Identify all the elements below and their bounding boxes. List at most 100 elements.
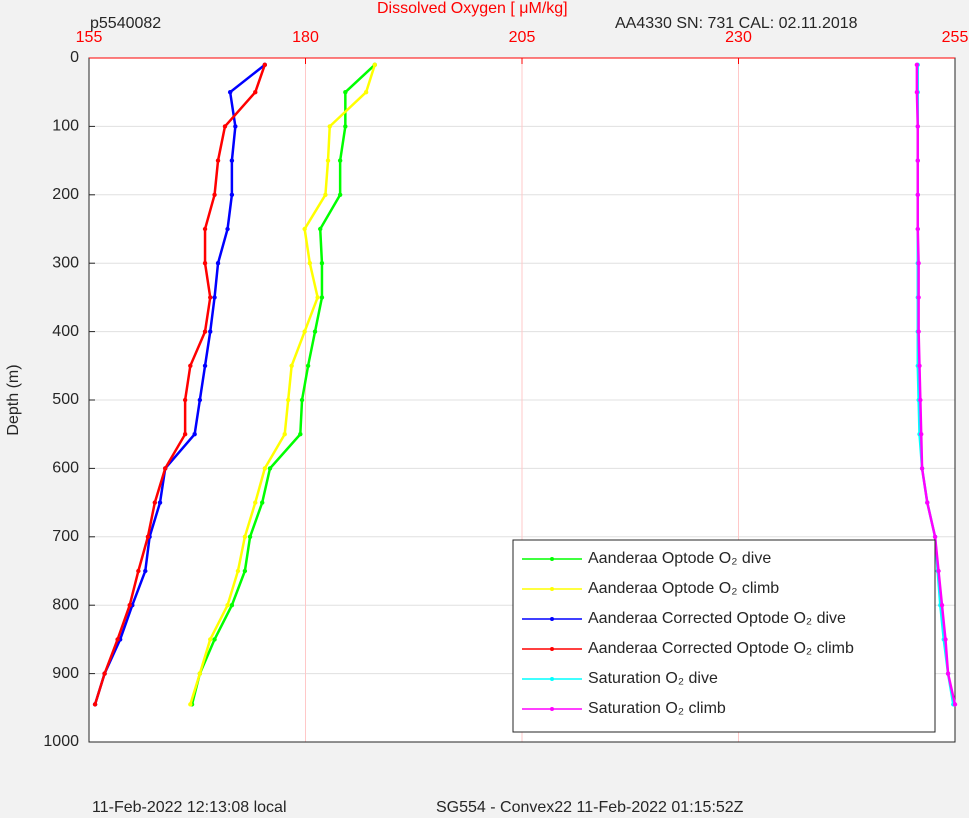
data-point [262, 62, 267, 68]
data-point [127, 603, 132, 608]
data-point [215, 261, 221, 266]
data-point [945, 671, 951, 676]
data-point [919, 466, 925, 471]
data-point [188, 363, 193, 368]
data-point [247, 534, 253, 539]
data-point [229, 192, 235, 197]
legend-box [512, 539, 936, 733]
data-point [143, 568, 148, 574]
data-point [225, 603, 230, 608]
data-point [315, 295, 320, 300]
data-point [327, 124, 332, 129]
y-tick-label: 700 [52, 528, 79, 545]
x-tick-label: 255 [942, 29, 969, 46]
legend-label: Aanderaa Optode O₂ dive [588, 550, 771, 567]
data-point [302, 329, 307, 334]
data-point [343, 90, 348, 95]
y-tick-label: 500 [52, 391, 79, 408]
data-point [299, 397, 305, 403]
x-tick-label: 205 [509, 29, 536, 46]
data-point [916, 329, 921, 334]
data-point [267, 466, 273, 471]
data-point [372, 62, 377, 68]
data-point [915, 124, 920, 129]
legend-marker [550, 677, 554, 681]
data-point [233, 124, 238, 129]
data-point [182, 432, 188, 437]
data-point [102, 671, 107, 676]
data-point [319, 261, 325, 266]
profile-line [93, 64, 266, 705]
data-point [915, 158, 920, 163]
data-point [242, 534, 248, 539]
data-point [212, 637, 217, 642]
y-tick-label: 800 [52, 596, 79, 613]
data-point [215, 158, 221, 163]
legend-marker [550, 707, 554, 711]
y-tick-label: 600 [52, 460, 79, 477]
data-point [225, 226, 230, 232]
data-point [182, 397, 188, 403]
data-point [92, 702, 98, 707]
data-point [242, 568, 248, 574]
data-point [202, 226, 208, 232]
data-point [337, 192, 343, 197]
profile-line [915, 64, 957, 705]
data-point [939, 603, 945, 608]
x-tick-label: 230 [725, 29, 752, 46]
data-point [188, 702, 193, 707]
legend-label: Aanderaa Corrected Optode O₂ dive [588, 610, 846, 627]
profile-line [93, 63, 266, 705]
data-point [229, 158, 235, 163]
annotation: p5540082 [90, 15, 161, 32]
data-point [916, 261, 921, 266]
data-point [208, 295, 213, 300]
annotation: AA4330 SN: 731 CAL: 02.11.2018 [615, 15, 858, 32]
y-tick-label: 200 [52, 186, 79, 203]
chart-title: Dissolved Oxygen [ μM/kg] [377, 0, 568, 17]
data-point [936, 568, 941, 574]
y-tick-label: 900 [52, 665, 79, 682]
data-point [323, 192, 328, 197]
legend-marker [550, 557, 554, 561]
data-point [312, 329, 318, 334]
data-point [152, 500, 158, 505]
data-point [202, 261, 208, 266]
data-point [163, 466, 168, 471]
data-point [918, 397, 923, 403]
data-point [202, 329, 208, 334]
data-point [943, 637, 948, 642]
data-point [319, 295, 325, 300]
data-point [227, 90, 233, 95]
legend-label: Aanderaa Corrected Optode O₂ climb [588, 640, 854, 657]
data-point [197, 671, 203, 676]
x-tick-label: 180 [292, 29, 319, 46]
y-tick-label: 300 [52, 254, 79, 271]
data-point [253, 500, 258, 505]
y-axis-label: Depth (m) [5, 364, 22, 435]
y-tick-label: 0 [70, 49, 79, 66]
y-tick-label: 400 [52, 323, 79, 340]
profile-line [190, 63, 376, 705]
data-point [192, 432, 197, 437]
data-point [212, 192, 217, 197]
data-point [208, 637, 213, 642]
data-point [363, 90, 369, 95]
data-point [115, 637, 120, 642]
y-tick-label: 100 [52, 118, 79, 135]
data-point [208, 329, 213, 334]
profile-line [189, 64, 376, 705]
data-point [307, 261, 313, 266]
data-point [289, 363, 294, 368]
data-point [914, 90, 920, 95]
legend-label: Aanderaa Optode O₂ climb [588, 580, 779, 597]
data-point [325, 158, 331, 163]
data-point [318, 226, 323, 232]
data-point [916, 295, 921, 300]
data-point [253, 90, 258, 95]
data-point [262, 466, 267, 471]
data-point [157, 500, 163, 505]
data-point [145, 534, 151, 539]
data-point [305, 363, 311, 368]
